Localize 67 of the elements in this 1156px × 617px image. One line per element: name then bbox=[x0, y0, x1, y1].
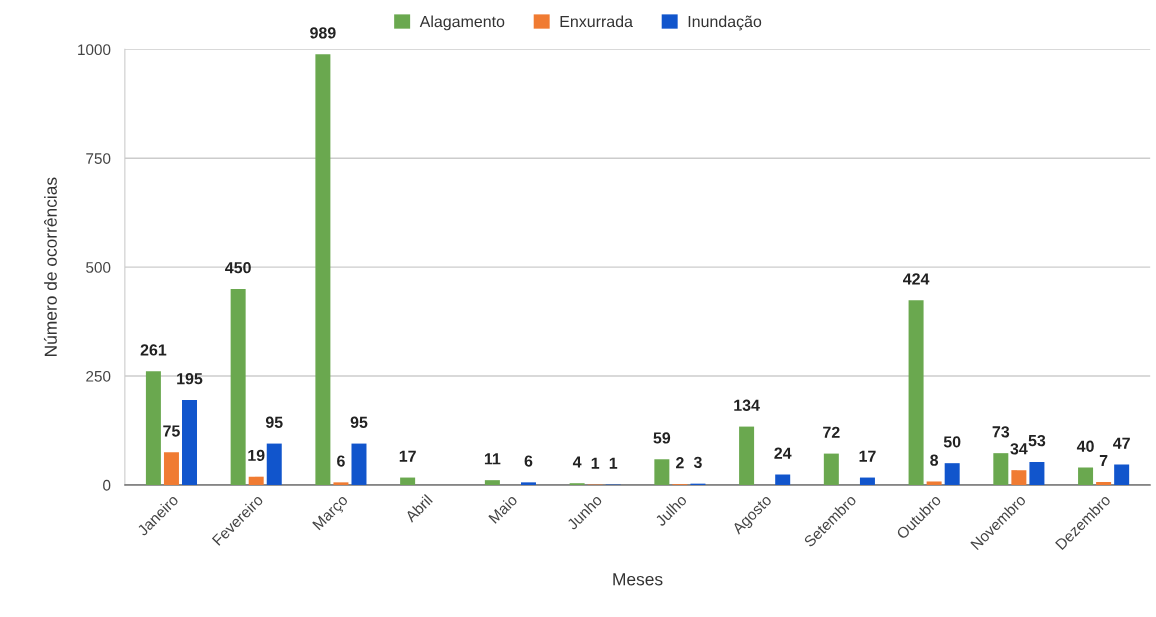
data-label: 53 bbox=[1028, 434, 1046, 447]
bar bbox=[1029, 461, 1045, 485]
bar bbox=[1011, 470, 1027, 485]
data-label: 4 bbox=[572, 456, 582, 468]
bar bbox=[315, 54, 331, 485]
data-label: 75 bbox=[163, 425, 180, 437]
data-label: 1 bbox=[609, 457, 618, 469]
data-label: 2 bbox=[676, 457, 684, 469]
data-label: 1 bbox=[591, 457, 600, 469]
y-tick-label: 1000 bbox=[78, 44, 111, 56]
bar bbox=[230, 288, 246, 485]
data-label: 19 bbox=[248, 449, 265, 462]
data-label: 134 bbox=[734, 399, 760, 411]
bar bbox=[823, 453, 839, 485]
bar bbox=[944, 463, 960, 485]
y-tick-label: 750 bbox=[86, 153, 111, 164]
data-label: 195 bbox=[177, 373, 203, 385]
bar bbox=[1078, 467, 1094, 485]
bar bbox=[654, 459, 670, 485]
data-label: 95 bbox=[265, 416, 283, 428]
y-tick-label: 250 bbox=[86, 370, 111, 382]
data-label: 11 bbox=[484, 453, 501, 465]
data-label: 261 bbox=[140, 344, 167, 356]
legend-label: Enxurrada bbox=[560, 15, 633, 28]
bar bbox=[859, 477, 875, 485]
bar bbox=[908, 300, 924, 485]
bar bbox=[182, 400, 198, 485]
data-label: 17 bbox=[399, 450, 416, 462]
bar bbox=[333, 482, 349, 485]
data-label: 8 bbox=[930, 454, 939, 466]
data-label: 24 bbox=[774, 447, 792, 459]
bar bbox=[993, 453, 1009, 485]
bar bbox=[926, 481, 942, 485]
y-axis-title: Número de ocorrências bbox=[43, 177, 57, 356]
bar bbox=[400, 477, 416, 485]
bar bbox=[351, 443, 367, 485]
data-label: 50 bbox=[943, 436, 961, 448]
data-label: 34 bbox=[1010, 443, 1028, 455]
data-label: 73 bbox=[992, 426, 1010, 438]
data-label: 6 bbox=[524, 455, 533, 467]
data-label: 40 bbox=[1076, 440, 1094, 452]
legend-label: Inundação bbox=[688, 15, 762, 31]
data-label: 95 bbox=[350, 416, 368, 428]
data-label: 989 bbox=[310, 27, 336, 39]
bar bbox=[739, 426, 755, 485]
bar bbox=[775, 474, 791, 485]
bar bbox=[248, 476, 264, 485]
bar bbox=[520, 482, 536, 485]
y-tick-label: 0 bbox=[103, 479, 111, 491]
data-label: 7 bbox=[1099, 455, 1108, 467]
data-label: 59 bbox=[653, 432, 671, 444]
data-label: 6 bbox=[337, 455, 345, 467]
bar bbox=[163, 452, 179, 485]
data-label: 424 bbox=[903, 273, 930, 285]
bar bbox=[1114, 464, 1130, 485]
data-label: 47 bbox=[1113, 437, 1130, 449]
legend-label: Alagamento bbox=[419, 15, 505, 31]
bar bbox=[1096, 481, 1112, 485]
data-label: 3 bbox=[693, 456, 702, 469]
data-label: 17 bbox=[859, 450, 876, 462]
bar bbox=[266, 443, 282, 485]
y-tick-label: 500 bbox=[86, 262, 111, 273]
x-axis-title: Meses bbox=[613, 573, 663, 586]
bar bbox=[484, 480, 500, 485]
bar bbox=[145, 371, 161, 485]
data-label: 450 bbox=[225, 261, 251, 274]
data-label: 72 bbox=[823, 426, 840, 438]
